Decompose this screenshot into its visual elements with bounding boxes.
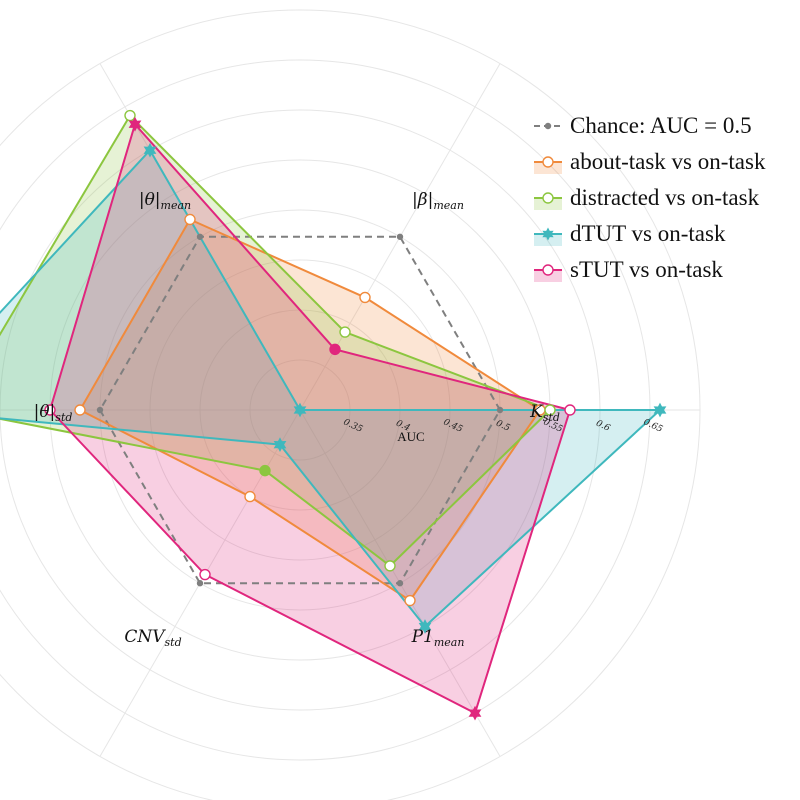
axis-label-main: |θ|	[139, 190, 161, 210]
series-4-point-5	[468, 705, 482, 721]
legend-label: sTUT vs on-task	[570, 257, 723, 282]
legend-item: sTUT vs on-task	[530, 252, 792, 288]
series-2-point-2	[124, 109, 136, 122]
legend-label: distracted vs on-task	[570, 185, 760, 210]
series-1-point-1	[359, 291, 371, 304]
series-0-point-3	[96, 406, 104, 414]
series-3-point-4	[273, 437, 287, 452]
series-1-point-5	[404, 594, 416, 607]
series-1-point-3	[74, 404, 86, 416]
radial-axis-label: AUC	[397, 429, 424, 444]
series-4-point-1	[329, 343, 341, 356]
axis-label-main: P1	[411, 627, 434, 647]
legend-label: about-task vs on-task	[570, 149, 766, 174]
axis-label-4: CNVstd	[124, 627, 181, 649]
series-3-point-0	[653, 402, 667, 418]
legend-swatch	[534, 156, 562, 174]
series-markers	[44, 109, 667, 721]
series-3-point-5	[418, 619, 432, 634]
series-0-point-5	[396, 580, 404, 587]
axis-label-sub: mean	[433, 199, 464, 212]
legend-swatch	[534, 122, 562, 130]
series-fill-3	[0, 150, 660, 627]
legend-swatch	[534, 192, 562, 210]
legend-item: about-task vs on-task	[530, 144, 792, 180]
series-3-point-1	[293, 402, 307, 418]
legend-label: Chance: AUC = 0.5	[570, 113, 752, 138]
legend-swatch	[534, 264, 562, 282]
series-1-point-4	[244, 490, 256, 503]
series-2-point-4	[259, 464, 271, 477]
axis-label-main: CNV	[124, 627, 166, 647]
axis-label-sub: std	[55, 411, 72, 424]
series-fill-2	[0, 115, 550, 566]
series-3-point-2	[143, 142, 157, 158]
legend-item: Chance: AUC = 0.5	[530, 108, 792, 144]
axis-label-5: P1mean	[411, 627, 465, 649]
series-0-point-1	[396, 233, 404, 240]
series-2-point-5	[384, 560, 396, 572]
series-4-point-0	[564, 404, 576, 416]
series-4-point-3	[44, 404, 56, 416]
axis-label-1: |β|mean	[412, 190, 464, 212]
axis-label-sub: std	[543, 411, 560, 424]
legend: Chance: AUC = 0.5 about-task vs on-task di…	[530, 108, 792, 288]
series-0-point-2	[196, 233, 204, 240]
axis-label-main: |β|	[412, 190, 433, 210]
radial-tick-label: 0.65	[642, 417, 665, 435]
series-fill-4	[50, 124, 570, 714]
series-2-point-1	[339, 326, 351, 338]
legend-swatch	[534, 227, 562, 246]
series-4-point-2	[128, 116, 142, 132]
axis-label-0: Kstd	[529, 402, 560, 424]
axis-label-sub: mean	[161, 199, 192, 212]
legend-label: dTUT vs on-task	[570, 221, 726, 246]
axis-label-sub: mean	[434, 636, 465, 649]
series-2-point-0	[544, 404, 556, 416]
axis-label-main: K	[529, 402, 544, 422]
axis-label-sub: std	[165, 636, 182, 649]
axis-label-3: |θ|std	[34, 402, 73, 424]
series-1-point-2	[184, 213, 196, 226]
series-4-point-4	[199, 568, 211, 581]
legend-item: dTUT vs on-task	[530, 216, 792, 252]
axis-label-main: |θ|	[34, 402, 56, 422]
series-0-point-0	[496, 406, 504, 414]
legend-item: distracted vs on-task	[530, 180, 792, 216]
series-0-point-4	[196, 580, 204, 587]
axis-label-2: |θ|mean	[139, 190, 191, 212]
